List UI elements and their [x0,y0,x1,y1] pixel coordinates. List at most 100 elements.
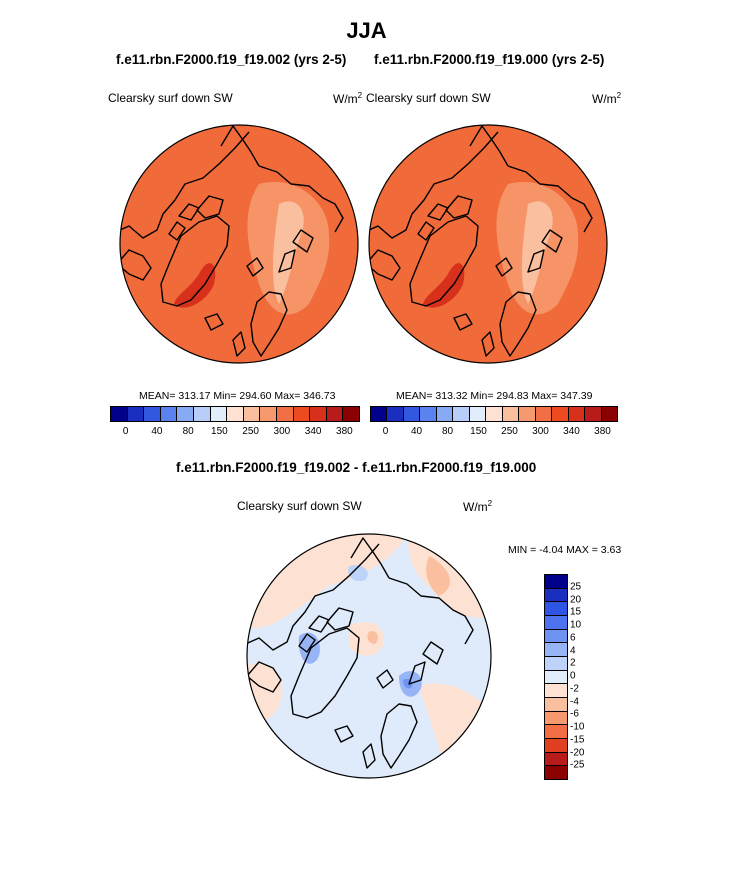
colorbar-swatch [545,711,567,726]
panel2-units: W/m2 [592,91,622,106]
diff-stats: MIN = -4.04 MAX = 3.63 [508,544,622,556]
colorbar-swatch [403,407,421,421]
colorbar-swatch [144,407,161,421]
panel1-case-title: f.e11.rbn.F2000.f19_f19.002 (yrs 2-5) [116,52,347,67]
colorbar-tick-label: 40 [151,426,163,437]
colorbar-swatch [127,407,145,421]
panel2-variable-label: Clearsky surf down SW [366,91,491,105]
colorbar-swatch [371,407,388,421]
diff-units: W/m2 [463,499,493,514]
colorbar-swatch [193,407,211,421]
colorbar-swatch [545,588,567,603]
colorbar-swatch [326,407,344,421]
colorbar-swatch [469,407,487,421]
diff-colorbar-ticks: 25 20 15 10 6 4 2 0 -2 -4 -6 -10 -15 -20 -25 [570,574,610,778]
colorbar-tick-label: 15 [570,606,582,618]
colorbar-swatch [535,407,553,421]
panel2-colorbar-ticks: 0 40 80 150 250 300 340 380 [370,426,618,440]
colorbar-tick-label: 300 [532,426,549,437]
colorbar-tick-label: 300 [273,426,291,437]
colorbar-tick-label: 250 [242,426,259,437]
colorbar-tick-label: 340 [563,426,580,437]
colorbar-tick-label: 6 [570,632,576,644]
colorbar-tick-label: 25 [570,581,582,593]
colorbar-tick-label: -2 [570,683,579,695]
colorbar-swatch [420,407,437,421]
colorbar-tick-label: -25 [570,759,585,771]
colorbar-swatch [545,643,567,658]
colorbar-swatch [545,725,567,740]
colorbar-swatch [545,766,567,780]
colorbar-tick-label: 340 [304,426,322,437]
colorbar-tick-label: 0 [382,426,389,437]
colorbar-tick-label: 380 [594,426,611,437]
colorbar-swatch [453,407,470,421]
panel1-colorbar [110,406,360,422]
panel1-field-dark [174,263,216,308]
colorbar-swatch [260,407,277,421]
colorbar-swatch [545,616,567,630]
colorbar-swatch [545,602,567,617]
panel2-stats: MEAN= 313.32 Min= 294.83 Max= 347.39 [396,390,593,402]
panel1-units: W/m2 [333,91,363,106]
colorbar-swatch [545,657,567,671]
colorbar-tick-label: -20 [570,747,585,758]
colorbar-tick-label: 0 [570,670,576,682]
colorbar-swatch [387,407,404,421]
diff-title: f.e11.rbn.F2000.f19_f19.002 - f.e11.rbn.… [176,460,537,475]
colorbar-swatch [160,407,178,421]
colorbar-tick-label: 20 [570,594,582,605]
colorbar-swatch [227,407,244,421]
colorbar-swatch [545,684,567,699]
colorbar-swatch [545,629,567,644]
diff-map [246,533,492,779]
colorbar-swatch [601,407,618,421]
colorbar-tick-label: 150 [211,426,228,437]
diff-variable-label: Clearsky surf down SW [237,499,362,513]
panel2-map [368,124,608,364]
colorbar-swatch [568,407,586,421]
colorbar-swatch [502,407,520,421]
colorbar-tick-label: 0 [122,426,129,437]
colorbar-swatch [486,407,503,421]
colorbar-tick-label: 380 [336,426,353,437]
colorbar-swatch [552,407,569,421]
colorbar-swatch [310,407,327,421]
colorbar-tick-label: 2 [570,657,576,669]
colorbar-tick-label: 4 [570,645,576,656]
panel2-case-title: f.e11.rbn.F2000.f19_f19.000 (yrs 2-5) [374,52,605,67]
panel1-colorbar-ticks: 0 40 80 150 250 300 340 380 [110,426,360,440]
colorbar-swatch [545,698,567,712]
colorbar-tick-label: 80 [182,426,194,437]
colorbar-swatch [210,407,228,421]
panel1-map [119,124,359,364]
colorbar-tick-label: -15 [570,734,585,746]
colorbar-swatch [243,407,261,421]
panel2-field-dark [423,263,465,308]
colorbar-swatch [545,752,567,767]
colorbar-swatch [436,407,454,421]
colorbar-tick-label: 150 [470,426,487,437]
colorbar-tick-label: 250 [501,426,518,437]
panel1-variable-label: Clearsky surf down SW [108,91,233,105]
colorbar-tick-label: -4 [570,696,579,707]
colorbar-swatch [545,739,567,753]
panel2-colorbar [370,406,618,422]
colorbar-swatch [111,407,128,421]
colorbar-swatch [276,407,294,421]
colorbar-tick-label: -10 [570,721,585,733]
colorbar-tick-label: 40 [410,426,423,437]
colorbar-swatch [545,670,567,685]
colorbar-swatch [293,407,311,421]
panel1-stats: MEAN= 313.17 Min= 294.60 Max= 346.73 [139,390,336,402]
diff-colorbar [544,574,568,780]
colorbar-swatch [585,407,602,421]
colorbar-swatch [519,407,536,421]
colorbar-swatch [545,575,567,589]
colorbar-tick-label: 80 [441,426,454,437]
figure-title: JJA [346,18,387,43]
colorbar-tick-label: -6 [570,708,579,720]
colorbar-swatch [343,407,359,421]
colorbar-swatch [177,407,194,421]
colorbar-tick-label: 10 [570,619,582,631]
